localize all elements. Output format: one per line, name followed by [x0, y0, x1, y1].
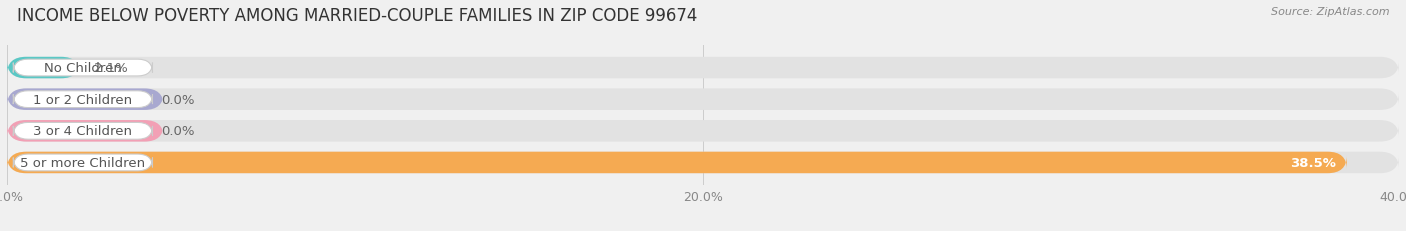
Text: 1 or 2 Children: 1 or 2 Children — [34, 93, 132, 106]
FancyBboxPatch shape — [7, 121, 1399, 142]
FancyBboxPatch shape — [7, 152, 1347, 173]
FancyBboxPatch shape — [7, 58, 80, 79]
FancyBboxPatch shape — [13, 60, 152, 77]
FancyBboxPatch shape — [7, 152, 1399, 173]
Text: Source: ZipAtlas.com: Source: ZipAtlas.com — [1271, 7, 1389, 17]
Text: 2.1%: 2.1% — [94, 62, 128, 75]
FancyBboxPatch shape — [7, 121, 163, 142]
FancyBboxPatch shape — [7, 89, 1399, 110]
Text: No Children: No Children — [44, 62, 122, 75]
Text: 38.5%: 38.5% — [1291, 156, 1336, 169]
FancyBboxPatch shape — [7, 58, 1399, 79]
Text: 5 or more Children: 5 or more Children — [20, 156, 145, 169]
Text: INCOME BELOW POVERTY AMONG MARRIED-COUPLE FAMILIES IN ZIP CODE 99674: INCOME BELOW POVERTY AMONG MARRIED-COUPL… — [17, 7, 697, 25]
Text: 3 or 4 Children: 3 or 4 Children — [34, 125, 132, 138]
FancyBboxPatch shape — [13, 154, 152, 171]
Text: 0.0%: 0.0% — [162, 93, 194, 106]
FancyBboxPatch shape — [13, 123, 152, 140]
Text: 0.0%: 0.0% — [162, 125, 194, 138]
FancyBboxPatch shape — [7, 89, 163, 110]
FancyBboxPatch shape — [13, 91, 152, 108]
